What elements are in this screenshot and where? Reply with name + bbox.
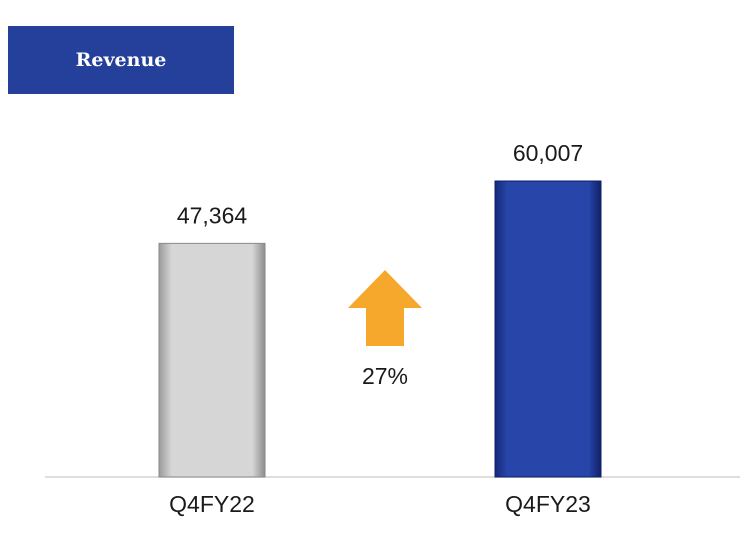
growth-label: 27% [362,363,408,389]
growth-arrow [348,270,422,346]
value-label: 47,364 [177,202,248,228]
bar [494,180,602,478]
x-tick-label: Q4FY23 [505,491,591,517]
x-tick-label: Q4FY22 [169,491,255,517]
value-label: 60,007 [513,140,583,166]
title-box [8,26,234,94]
chart-title: Revenue [76,49,167,71]
bar [158,242,266,478]
